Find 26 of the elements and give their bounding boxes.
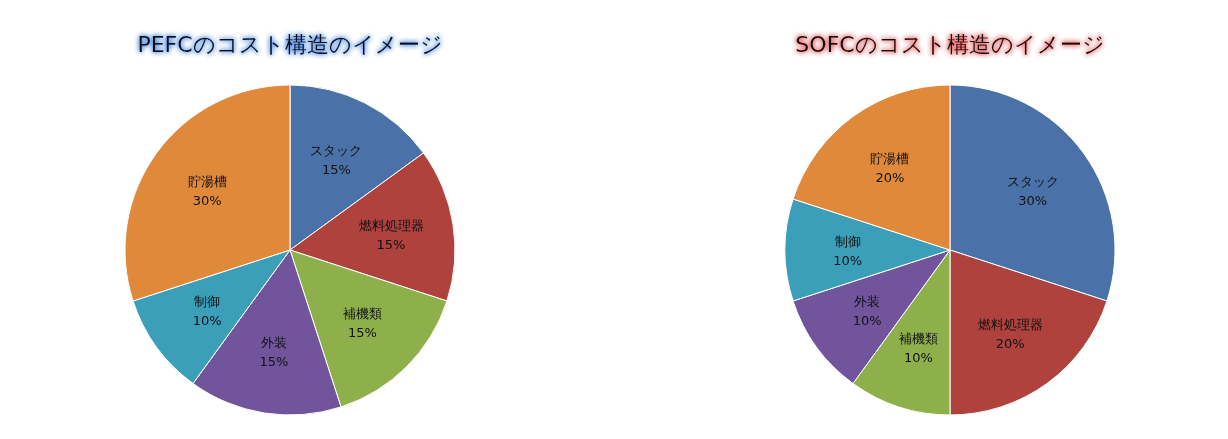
data-label: 10% xyxy=(192,313,222,329)
slice-label: 燃料処理器 xyxy=(358,218,424,233)
data-label: 30% xyxy=(192,192,222,208)
slice-label: 制御 xyxy=(194,294,221,310)
slice-label: スタック xyxy=(1006,173,1059,189)
data-label: 15% xyxy=(347,325,377,341)
slice-label: 外装 xyxy=(261,335,287,351)
slice-label: 補機類 xyxy=(342,306,382,322)
chart-title: SOFCのコスト構造のイメージ xyxy=(795,32,1105,57)
chart-title: PEFCのコスト構造のイメージ xyxy=(137,32,443,57)
data-label: 15% xyxy=(259,354,289,370)
data-label: 30% xyxy=(1018,192,1048,208)
slice-label: 制御 xyxy=(834,234,861,249)
data-label: 20% xyxy=(995,335,1025,351)
data-label: 20% xyxy=(875,170,905,186)
data-label: 10% xyxy=(833,253,863,268)
slice-label: 貯湯槽 xyxy=(187,173,227,189)
slice-label: 外装 xyxy=(854,294,881,310)
data-label: 10% xyxy=(852,313,882,329)
slice-label: 燃料処理器 xyxy=(977,316,1043,332)
data-label: 15% xyxy=(376,237,406,252)
slice-label: 補機類 xyxy=(898,331,938,347)
slice-label: スタック xyxy=(310,142,363,158)
slice-label: 貯湯槽 xyxy=(870,151,910,167)
data-label: 15% xyxy=(321,161,351,177)
data-label: 10% xyxy=(903,350,933,366)
